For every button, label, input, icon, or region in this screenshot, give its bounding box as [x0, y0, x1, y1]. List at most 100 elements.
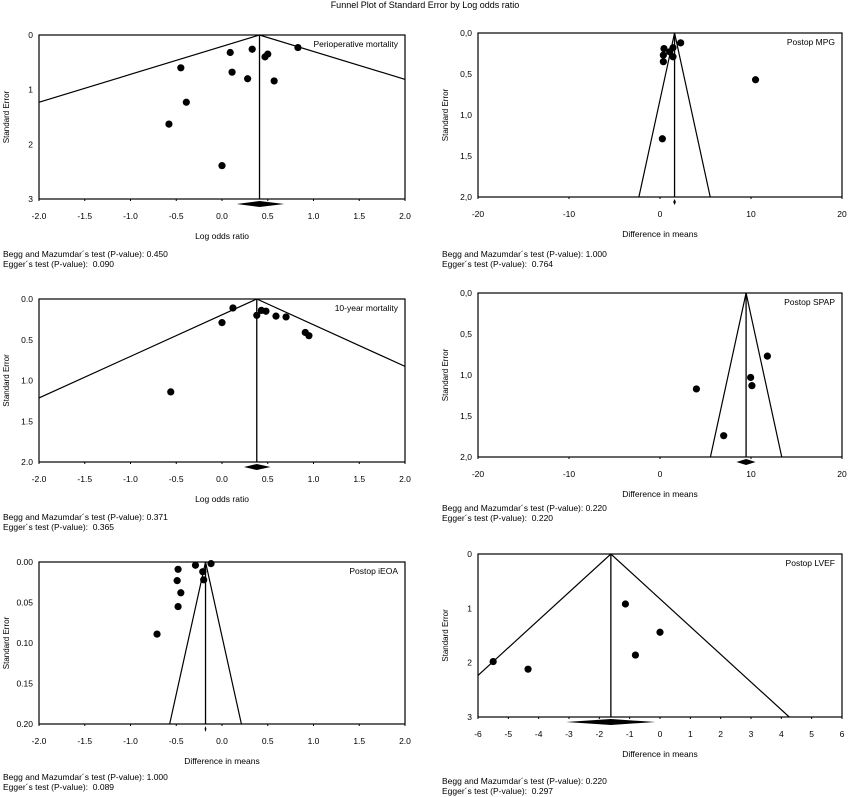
y-tick-label: 0: [467, 549, 472, 559]
study-point: [524, 665, 532, 673]
y-tick-label: 0.00: [16, 557, 33, 567]
study-point: [167, 388, 175, 396]
study-point: [631, 651, 640, 659]
study-point: [489, 657, 497, 666]
x-axis-label: Log odds ratio: [195, 231, 249, 241]
x-tick-label: 1.0: [308, 474, 320, 484]
study-point: [244, 75, 252, 83]
study-point: [228, 68, 236, 76]
y-tick-label: 0: [28, 30, 33, 40]
x-tick-label: -1.5: [77, 474, 92, 484]
plot-frame: [38, 34, 406, 200]
x-tick-label: 20: [837, 469, 847, 479]
x-tick-label: -10: [563, 469, 576, 479]
study-point: [305, 332, 313, 340]
funnel-panel-2: -20 -10 0 10 20 0,0 0,5 1,0 1,5 2,0 Difference in …: [441, 28, 847, 239]
x-tick-label: 1: [688, 729, 693, 739]
y-axis-label: Standard Error: [2, 616, 11, 669]
panel-label: Postop LVEF: [786, 558, 835, 568]
egger-test-result: Egger´s test (P-value): 0.220: [442, 513, 554, 523]
study-point: [660, 44, 668, 53]
y-tick-label: 0,5: [460, 69, 472, 79]
x-tick-label: -1.0: [123, 474, 138, 484]
x-tick-label: 4: [779, 729, 784, 739]
study-point: [248, 45, 256, 53]
study-point: [270, 77, 278, 85]
begg-test-result: Begg and Mazumdar´s test (P-value): 1.00…: [442, 249, 607, 259]
panel-label: Postop SPAP: [784, 297, 835, 307]
study-point: [177, 64, 185, 72]
study-point: [174, 565, 182, 573]
study-point: [191, 561, 200, 569]
y-tick-label: 3: [467, 712, 472, 722]
study-point: [720, 432, 728, 440]
plot-frame: [477, 292, 843, 458]
y-tick-label: 0.20: [16, 719, 33, 729]
x-tick-label: 0.5: [262, 474, 274, 484]
study-point: [165, 120, 173, 128]
figure-title: Funnel Plot of Standard Error by Log odd…: [330, 0, 520, 10]
summary-diamond: [204, 726, 207, 732]
study-point: [748, 382, 756, 390]
study-point: [282, 313, 290, 321]
x-tick-label: 6: [840, 729, 845, 739]
x-tick-label: 2.0: [399, 211, 411, 221]
funnel-boundary: [169, 562, 242, 724]
y-tick-label: 0.0: [21, 294, 33, 304]
x-tick-label: -0.5: [169, 211, 184, 221]
study-point: [763, 352, 771, 360]
x-axis-label: Difference in means: [184, 756, 259, 766]
funnel-boundary: [39, 299, 405, 399]
plot-frame: [38, 561, 406, 725]
egger-test-result: Egger´s test (P-value): 0.089: [3, 782, 115, 792]
summary-diamond: [565, 719, 656, 725]
study-point: [751, 76, 760, 84]
x-tick-label: 1.0: [308, 736, 320, 746]
study-point: [621, 600, 630, 608]
x-tick-label: 5: [809, 729, 814, 739]
x-axis-label: Log odds ratio: [195, 494, 249, 504]
x-tick-label: 0: [658, 469, 663, 479]
x-tick-label: 1.5: [353, 736, 365, 746]
x-tick-label: -1: [626, 729, 634, 739]
study-point: [262, 307, 270, 315]
y-tick-label: 0,5: [460, 329, 472, 339]
x-tick-label: -1.0: [123, 211, 138, 221]
study-point: [294, 43, 302, 52]
study-point: [229, 304, 237, 312]
egger-test-result: Egger´s test (P-value): 0.090: [3, 259, 115, 269]
egger-test-result: Egger´s test (P-value): 0.764: [442, 259, 554, 269]
panel-label: Postop iEOA: [349, 566, 398, 576]
x-tick-label: 3: [749, 729, 754, 739]
y-axis-label: Standard Error: [2, 354, 11, 407]
begg-test-result: Begg and Mazumdar´s test (P-value): 1.00…: [3, 772, 168, 782]
study-point: [253, 311, 261, 319]
x-tick-label: 20: [837, 209, 847, 219]
y-tick-label: 0,0: [460, 28, 472, 38]
x-tick-label: -0.5: [169, 736, 184, 746]
y-tick-label: 0.05: [16, 598, 33, 608]
y-axis-label: Standard Error: [441, 609, 450, 662]
x-tick-label: -2.0: [32, 736, 47, 746]
x-tick-label: -2.0: [32, 211, 47, 221]
y-tick-label: 1: [28, 85, 33, 95]
panel-label: Perioperative mortality: [313, 39, 398, 49]
study-point: [264, 50, 272, 58]
study-point: [199, 568, 207, 576]
x-tick-label: 1.5: [353, 211, 365, 221]
study-point: [272, 312, 280, 320]
study-point: [692, 385, 701, 393]
y-tick-label: 1,5: [460, 151, 472, 161]
study-point: [153, 630, 161, 638]
panel-label: Postop MPG: [787, 37, 835, 47]
x-tick-label: -20: [472, 469, 485, 479]
funnel-panel-3: -2.0 -1.5 -1.0 -0.5 0.0 0.5 1.0 1.5 2.0 0.0 0.5 1.0…: [2, 294, 411, 504]
x-tick-label: -1.5: [77, 736, 92, 746]
y-tick-label: 0.15: [16, 679, 33, 689]
funnel-panel-6: -6 -5 -4 -3 -2 -1 0 1 2 3 4 5 6 0 1 2 3 Difference in mea…: [441, 549, 845, 759]
summary-diamond: [236, 201, 285, 207]
egger-test-result: Egger´s test (P-value): 0.365: [3, 522, 115, 532]
x-tick-label: 2: [718, 729, 723, 739]
begg-test-result: Begg and Mazumdar´s test (P-value): 0.22…: [442, 503, 607, 513]
study-point: [677, 39, 685, 47]
